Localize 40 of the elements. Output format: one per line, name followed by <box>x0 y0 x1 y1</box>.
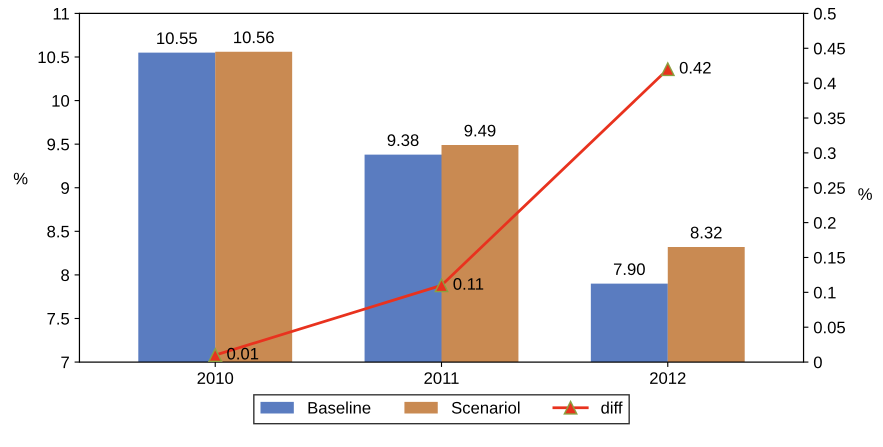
y2-axis-title: % <box>858 188 872 200</box>
y-tick-label: 7 <box>61 356 69 368</box>
x-tick-label: 2010 <box>198 372 234 384</box>
y2-tick-label: 0.45 <box>814 42 845 54</box>
y2-tick-label: 0.1 <box>814 286 836 299</box>
y-tick-label: 11 <box>54 8 69 20</box>
data-label: 0.01 <box>227 348 258 360</box>
data-label: 9.49 <box>464 124 496 137</box>
data-label: 10.55 <box>157 32 197 44</box>
legend-label: diff <box>601 401 623 414</box>
point <box>208 348 222 362</box>
y-tick-label: 9 <box>61 182 69 194</box>
y-tick-label: 10 <box>52 94 70 107</box>
data-label: 0.11 <box>453 278 484 290</box>
point <box>434 278 448 292</box>
y2-tick-label: 0.15 <box>814 252 845 264</box>
x-tick-label: 2012 <box>650 372 686 384</box>
y-axis-title: % <box>14 172 28 184</box>
y2-tick-label: 0.25 <box>814 182 845 194</box>
data-label: 0.42 <box>680 62 711 74</box>
legend-label: Scenariol <box>452 401 520 414</box>
data-label: 8.32 <box>690 226 722 238</box>
x-tick-label: 2011 <box>424 372 459 384</box>
y-tick-label: 8.5 <box>47 226 70 238</box>
point <box>660 62 675 76</box>
y-tick-label: 10.5 <box>38 51 70 64</box>
data-label: 9.38 <box>388 134 419 146</box>
y2-tick-label: 0.2 <box>814 217 836 229</box>
y2-tick-label: 0.35 <box>814 112 845 124</box>
y-tick-label: 7.5 <box>47 313 70 325</box>
y-tick-label: 9.5 <box>47 138 70 150</box>
legend-label: Baseline <box>308 401 370 414</box>
y2-tick-label: 0.3 <box>814 147 836 160</box>
y2-tick-label: 0.05 <box>814 322 845 334</box>
y-tick-label: 8 <box>61 269 70 282</box>
data-label: 7.90 <box>614 263 645 276</box>
y2-tick-label: 0 <box>814 356 822 368</box>
data-label: 10.56 <box>234 31 274 44</box>
y2-tick-label: 0.4 <box>814 78 836 90</box>
y2-tick-label: 0.5 <box>814 8 836 20</box>
